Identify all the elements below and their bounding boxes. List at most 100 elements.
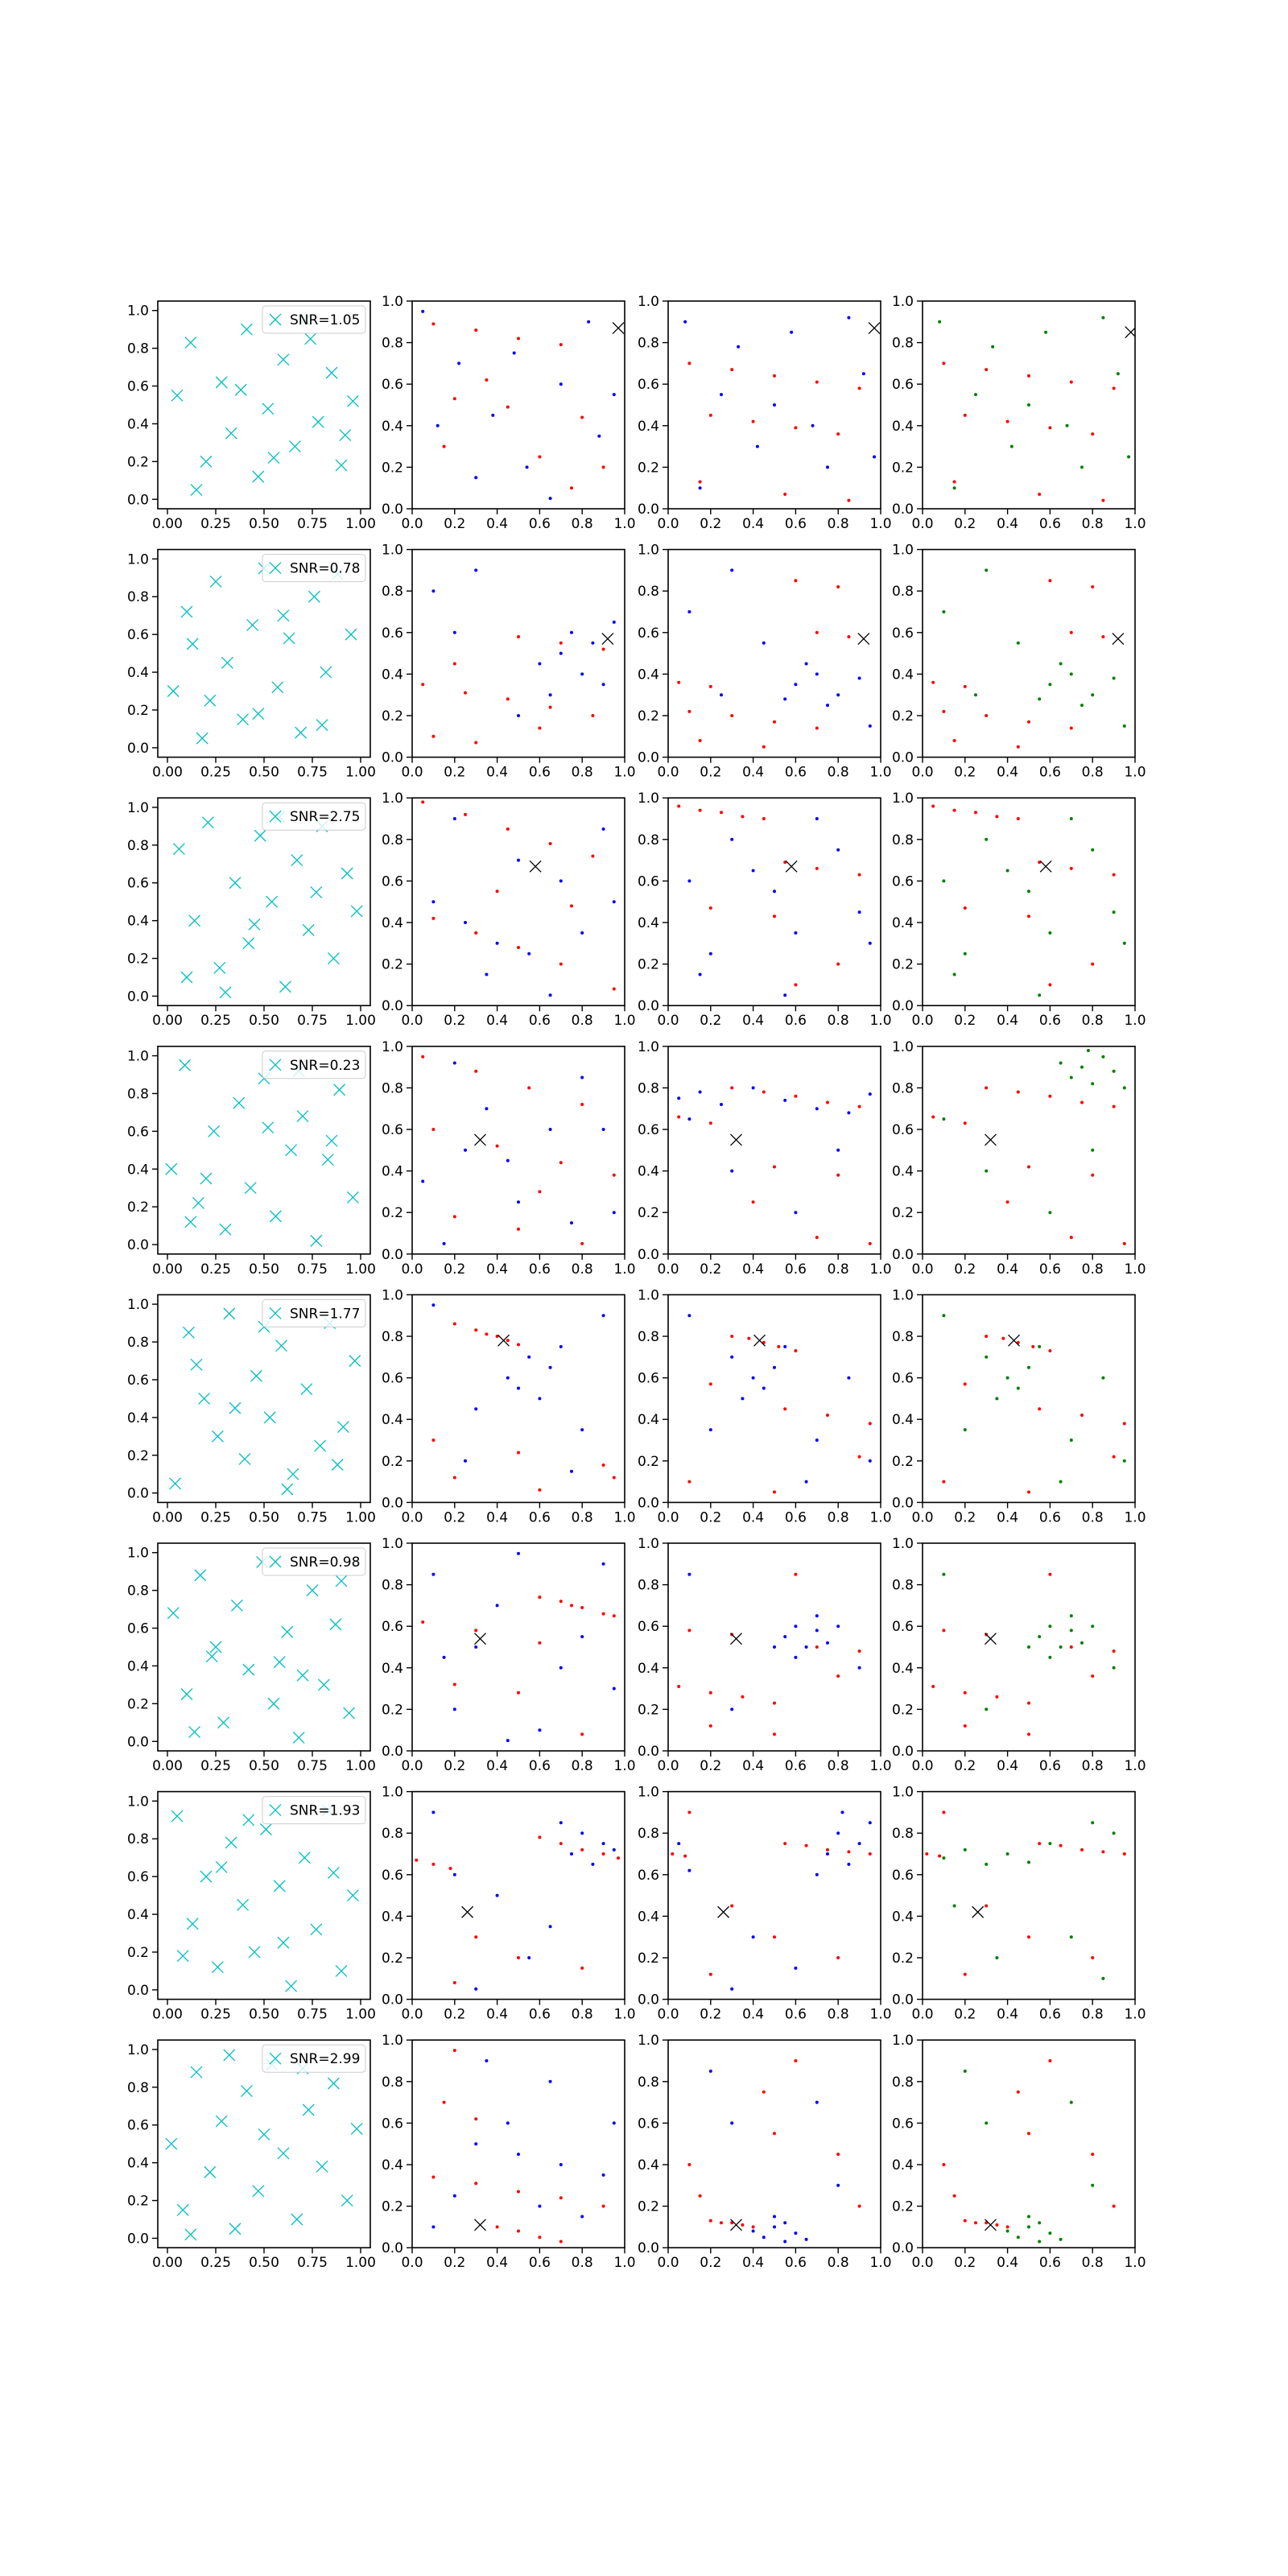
point — [474, 1935, 478, 1939]
x-tick-label: 0.0 — [401, 1261, 423, 1278]
x-marker — [186, 638, 199, 650]
point — [836, 2153, 840, 2157]
point — [1122, 1852, 1126, 1856]
x-tick-label: 0.2 — [444, 1509, 465, 1525]
y-tick-label: 1.0 — [382, 1039, 403, 1055]
x-marker — [200, 1870, 213, 1883]
x-tick-label: 0.8 — [828, 765, 849, 781]
point — [868, 1092, 872, 1096]
x-tick-label: 0.8 — [1082, 1261, 1104, 1278]
y-tick-label: 0.2 — [638, 460, 659, 476]
x-tick-label: 0.2 — [954, 765, 976, 781]
y-tick-label: 1.0 — [127, 800, 149, 816]
y-tick-label: 0.6 — [892, 377, 914, 393]
point — [755, 444, 759, 448]
x-tick-label: 0.8 — [1082, 2255, 1104, 2271]
x-marker — [248, 1946, 261, 1959]
point — [942, 1314, 946, 1318]
x-marker — [180, 605, 193, 618]
plot-area — [171, 313, 359, 497]
x-marker — [184, 336, 197, 349]
point — [580, 1075, 584, 1080]
y-tick-label: 0.8 — [382, 584, 403, 600]
point — [963, 906, 967, 910]
x-tick-label: 0.75 — [297, 1261, 328, 1278]
panel: 0.00 0.25 0.50 0.75 1.00 0.0 0.2 0.4 0.6 0.8 1.0 SN… — [127, 548, 376, 781]
y-tick-label: 0.4 — [382, 1661, 403, 1677]
x-tick-label: 0.6 — [529, 1509, 551, 1525]
point — [559, 1842, 563, 1846]
point — [495, 2225, 499, 2229]
x-tick-label: 0.0 — [911, 2255, 933, 2271]
x-marker — [254, 829, 266, 842]
point — [1112, 676, 1116, 680]
point — [570, 1604, 573, 1608]
x-marker — [201, 816, 214, 829]
point — [794, 683, 798, 687]
x-tick-label: 0.25 — [200, 2255, 231, 2271]
y-tick-label: 0.6 — [892, 1371, 914, 1387]
x-marker — [346, 394, 359, 407]
point — [1005, 1852, 1009, 1856]
point — [591, 854, 595, 858]
x-tick-label: 0.0 — [911, 516, 933, 532]
point — [580, 415, 584, 419]
x-tick-label: 0.0 — [911, 1758, 933, 1774]
x-tick-label: 0.0 — [401, 2255, 423, 2271]
point — [794, 1349, 798, 1353]
axes-frame — [922, 1046, 1136, 1255]
point — [559, 1161, 563, 1165]
point — [485, 972, 489, 976]
x-tick-label: 0.00 — [152, 1261, 183, 1278]
point — [737, 345, 741, 349]
x-tick-label: 0.0 — [657, 765, 679, 781]
point — [474, 1629, 478, 1633]
panel: 0.0 0.2 0.4 0.6 0.8 1.0 0.0 0.2 0.4 0.6 0.8 1.0 — [638, 1536, 892, 1774]
point — [431, 2225, 436, 2229]
y-tick-label: 0.4 — [127, 2156, 149, 2172]
point — [601, 2173, 605, 2177]
x-marker — [242, 937, 255, 950]
plot-area — [165, 1059, 359, 1247]
y-tick-label: 1.0 — [638, 1039, 659, 1055]
point — [1080, 465, 1084, 469]
x-marker — [190, 484, 203, 497]
point — [474, 1407, 478, 1411]
point — [495, 1604, 499, 1608]
point — [580, 1241, 584, 1245]
point — [452, 2049, 456, 2053]
point — [995, 815, 999, 819]
point — [687, 879, 691, 883]
x-marker — [271, 681, 284, 694]
point — [985, 1086, 989, 1090]
y-tick-label: 0.0 — [892, 1744, 914, 1760]
legend-marker — [269, 1059, 282, 1071]
y-tick-label: 1.0 — [127, 1049, 149, 1065]
panel: 0.0 0.2 0.4 0.6 0.8 1.0 0.0 0.2 0.4 0.6 0.8 1.0 — [382, 791, 636, 1029]
x-tick-label: 0.2 — [700, 516, 721, 532]
point — [857, 873, 861, 877]
y-tick-label: 0.4 — [127, 1162, 149, 1178]
point — [938, 1854, 942, 1858]
plot-area — [931, 1572, 1116, 1736]
point — [452, 817, 456, 820]
point — [868, 724, 872, 728]
point — [826, 1414, 829, 1418]
point — [1044, 330, 1048, 334]
point — [1112, 1649, 1116, 1653]
point — [1048, 1624, 1052, 1629]
point — [431, 734, 436, 738]
point — [762, 2090, 766, 2094]
point — [1080, 1414, 1084, 1418]
point — [491, 413, 495, 417]
point — [1069, 726, 1073, 730]
y-tick-label: 0.4 — [382, 1164, 403, 1180]
point — [1101, 1376, 1105, 1380]
panel: 0.00 0.25 0.50 0.75 1.00 0.0 0.2 0.4 0.6 0.8 1.0 SN… — [127, 1046, 376, 1278]
plot-area — [931, 1048, 1126, 1245]
point — [815, 630, 819, 634]
plot-area — [687, 1314, 872, 1494]
point — [730, 2121, 734, 2125]
point — [873, 455, 877, 459]
point — [1027, 890, 1030, 894]
